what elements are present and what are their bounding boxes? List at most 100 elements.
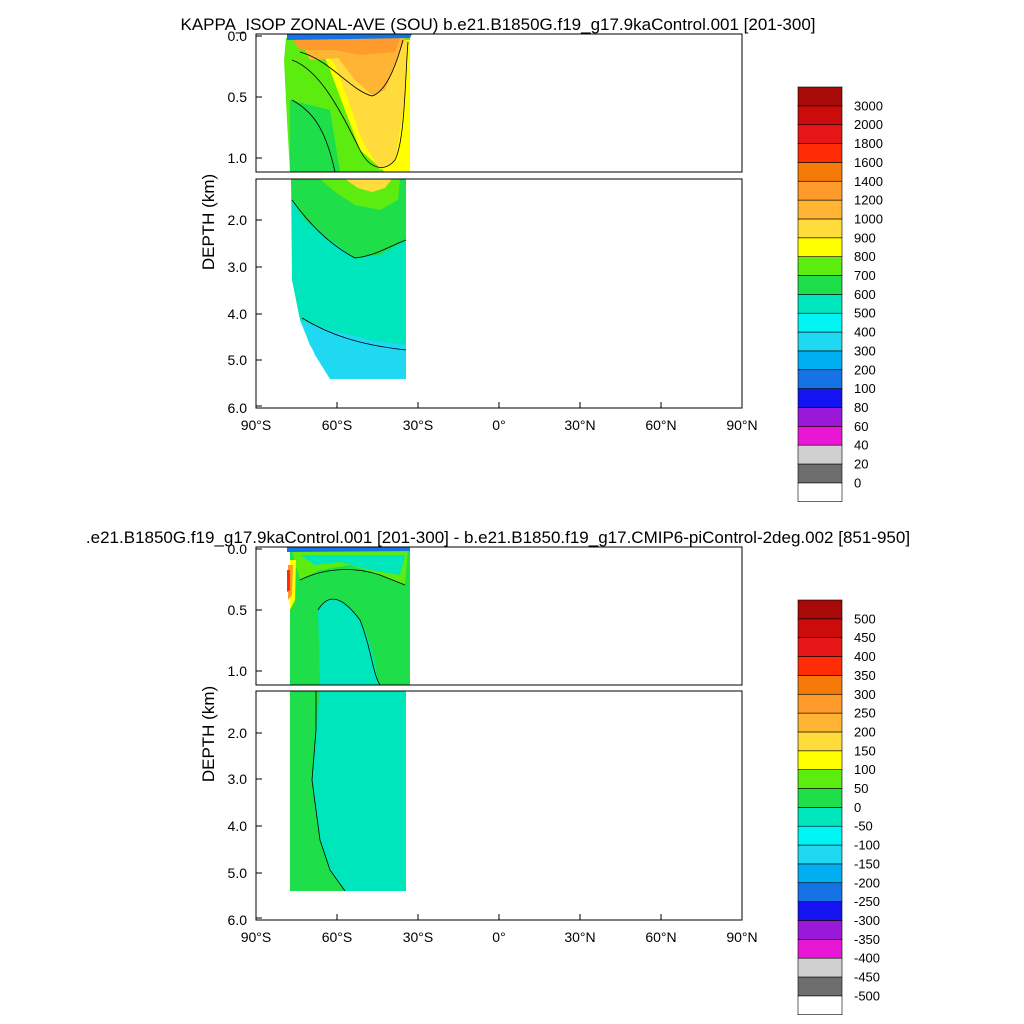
panel-2-upper-region-cyan [318,599,380,685]
panel-1-colorbar-box [797,294,843,314]
panel-2-colorbar-box [797,618,843,638]
panel-1-colorbar-box [797,463,843,484]
panel-2-colorbar-box [797,920,843,940]
panel-1-upper-contour-2 [299,39,404,97]
panel-2-colorbar-label: 0 [854,800,861,815]
panel-1-colorbar-box [797,180,843,201]
panel-2-y-ticks: 0.0 0.5 1.0 2.0 3.0 4.0 5.0 6.0 [228,541,262,928]
panel-1-colorbar: 3000200018001600140012001000900800700600… [797,86,883,503]
panel-1-colorbar-box [797,369,843,389]
panel-2-colorbar-label: -100 [854,838,880,853]
panel-1-colorbar-label: 300 [854,343,876,358]
panel-1-colorbar-label: 400 [854,325,876,340]
panel-1-colorbar-label: 500 [854,306,876,321]
panel-2-colorbar-box [797,825,843,846]
panel-1-lower-contour-1 [291,199,407,259]
panel-1-colorbar-label: 1000 [854,211,883,226]
panel-1-lower-field [291,179,407,379]
panel-1-colorbar-label: 2000 [854,117,883,132]
panel-2-colorbar: 500450400350300250200150100500-50-100-15… [797,599,880,1015]
panel-2-xtick-0: 90°S [241,929,272,945]
panel-2-colorbar-box [797,901,843,921]
panel-2-lower-contour-1 [311,691,346,892]
panel-1-xtick-0: 90°S [241,417,272,433]
panel-1-colorbar-box [797,275,843,295]
panel-1-colorbar-label: 20 [854,457,868,472]
panel-2-colorbar-box [797,807,843,827]
panel-2-lower-field [290,691,406,892]
panel-1-colorbar-box [797,162,843,182]
panel-1-upper-region-darkorange [292,38,400,55]
panel-2-colorbar-label: 350 [854,668,876,683]
panel-1-colorbar-label: 60 [854,419,868,434]
panel-1-ytick-6: 5.0 [228,352,248,368]
panel-2-xtick-6: 90°N [726,929,757,945]
panel-2-colorbar-label: -50 [854,819,873,834]
panel-1-upper-contour-3 [291,99,336,172]
panel-2-xtick-2: 30°S [403,929,434,945]
panel-1-colorbar-label: 0 [854,475,861,490]
panel-2-colorbar-box [797,599,843,620]
panel-1-colorbar-box [797,199,843,220]
panel-1-colorbar-box [797,124,843,144]
panel-2-colorbar-label: 50 [854,781,868,796]
panel-2-upper-contour-1 [317,598,381,685]
panel-1-ytick-1: 0.5 [228,89,248,105]
panel-2-colorbar-box [797,712,843,733]
panel-2-colorbar-label: 400 [854,649,876,664]
panel-1-x-ticks: 90°S 60°S 30°S 0° 30°N 60°N 90°N [241,402,758,433]
panel-1-colorbar-label: 600 [854,287,876,302]
panel-2-colorbar-label: -150 [854,856,880,871]
panel-1-xtick-5: 60°N [645,417,676,433]
panel-1-colorbar-label: 100 [854,381,876,396]
panel-1-lower-region-yellow [345,179,392,192]
panel-2-ytick-1: 0.5 [228,602,248,618]
panel-2-colorbar-box [797,731,843,752]
panel-2-colorbar-label: 250 [854,706,876,721]
panel-1-colorbar-box [797,105,843,125]
panel-2-xtick-1: 60°S [322,929,353,945]
panel-1-xtick-1: 60°S [322,417,353,433]
panel-2-ylabel: DEPTH (km) [199,686,218,782]
panel-1-title: KAPPA_ISOP ZONAL-AVE (SOU) b.e21.B1850G.… [180,15,815,34]
panel-2-upper-field [287,547,410,685]
panel-1-colorbar-label: 800 [854,249,876,264]
panel-2-x-ticks: 90°S 60°S 30°S 0° 30°N 60°N 90°N [241,914,758,945]
panel-1-colorbar-box [797,482,843,503]
panel-2-colorbar-box [797,750,843,770]
panel-2-ytick-0: 0.0 [228,541,248,557]
panel-1-colorbar-box [797,331,843,352]
panel-1-y-ticks: 0.0 0.5 1.0 2.0 3.0 4.0 5.0 6.0 [228,28,262,416]
panel-2-upper-region-red [287,570,290,592]
panel-1-colorbar-box [797,86,843,107]
panel-2-ytick-6: 5.0 [228,865,248,881]
panel-2-colorbar-box [797,656,843,676]
panel-2-ytick-3: 2.0 [228,725,248,741]
panel-2-colorbar-box [797,863,843,884]
panel-1-colorbar-box [797,143,843,163]
panel-2-lower-region-cyan [312,691,406,891]
panel-2: .e21.B1850G.f19_g17.9kaControl.001 [201-… [86,528,910,1015]
panel-2-upper-region-blue-surface [287,547,410,552]
panel-2-title: .e21.B1850G.f19_g17.9kaControl.001 [201-… [86,528,910,547]
panel-2-colorbar-box [797,957,843,978]
panel-2-colorbar-box [797,995,843,1015]
panel-2-colorbar-box [797,788,843,808]
panel-2-colorbar-box [797,675,843,695]
panel-1-ytick-5: 4.0 [228,306,248,322]
panel-1-xtick-4: 30°N [564,417,595,433]
panel-2-upper-frame [255,546,743,686]
panel-1-ytick-3: 2.0 [228,212,248,228]
panel-2-colorbar-label: -500 [854,988,880,1003]
panel-2-colorbar-label: -200 [854,875,880,890]
panel-2-colorbar-box [797,882,843,902]
panel-2-colorbar-label: 100 [854,762,876,777]
panel-1-colorbar-box [797,312,843,333]
panel-2-colorbar-box [797,693,843,714]
panel-1-colorbar-box [797,407,843,427]
panel-1-ytick-4: 3.0 [228,259,248,275]
panel-1-colorbar-box [797,425,843,446]
panel-1-xtick-3: 0° [492,417,505,433]
panel-2-ytick-4: 3.0 [228,771,248,787]
panel-1-upper-frame [255,33,743,173]
